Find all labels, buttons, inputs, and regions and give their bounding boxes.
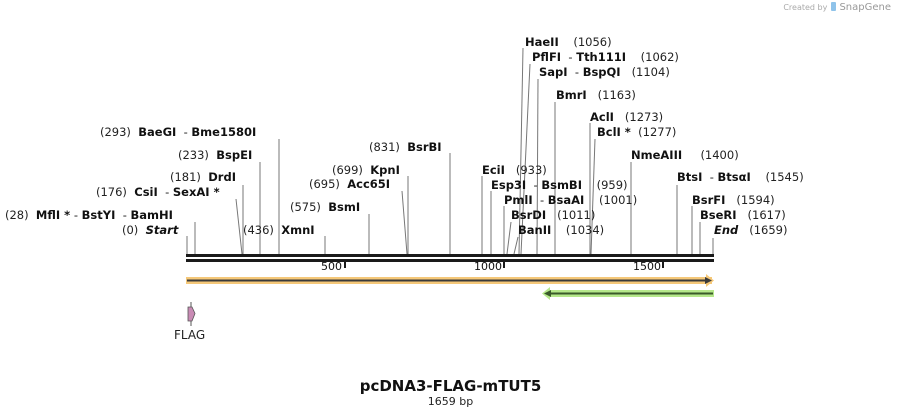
site-label-ecii[interactable]: EciI (933) [482, 163, 547, 177]
backbone-top-strand [186, 254, 714, 257]
orf-forward-arrow [186, 274, 714, 287]
site-label-haeii[interactable]: HaeII (1056) [525, 35, 612, 49]
site-label-btsi[interactable]: BtsI - BtsαI (1545) [677, 170, 804, 184]
map-title: pcDNA3-FLAG-mTUT5 [359, 377, 542, 395]
backbone-bottom-strand [186, 259, 714, 262]
site-label-xmni[interactable]: (436) XmnI [243, 223, 315, 237]
snapgene-credit: Created by SnapGene [783, 2, 891, 13]
orf-reverse-arrow [542, 287, 714, 300]
flag-feature-icon [187, 302, 196, 326]
site-label-start[interactable]: (0) Start [122, 223, 179, 237]
site-label-csii[interactable]: (176) CsiI - SexAI * [96, 185, 220, 199]
tick-label-1000: 1000 [474, 260, 502, 273]
credit-brand: SnapGene [839, 2, 891, 13]
site-label-baegi[interactable]: (293) BaeGI - Bme1580I [100, 125, 257, 139]
tick-label-500: 500 [321, 260, 342, 273]
site-label-bmri[interactable]: BmrI (1163) [556, 88, 636, 102]
ruler-ticks [344, 262, 664, 268]
tick-label-1500: 1500 [633, 260, 661, 273]
snapgene-logo-icon [830, 2, 836, 11]
site-label-acc65i[interactable]: (695) Acc65I [309, 177, 391, 191]
site-label-sapi[interactable]: SapI - BspQI (1104) [539, 65, 670, 79]
site-label-end[interactable]: End (1659) [714, 223, 788, 237]
site-label-pmli[interactable]: PmlI - BsaAI (1001) [504, 193, 638, 207]
site-label-banii[interactable]: BanII (1034) [518, 223, 605, 237]
site-label-esp3i[interactable]: Esp3I - BsmBI (959) [491, 178, 628, 192]
cut-site-lines [186, 47, 714, 255]
site-label-kpni[interactable]: (699) KpnI [332, 163, 400, 177]
site-label-acli[interactable]: AclI (1273) [590, 110, 664, 124]
site-label-bsmi[interactable]: (575) BsmI [290, 200, 361, 214]
site-label-bcli[interactable]: BclI * (1277) [597, 125, 677, 139]
site-label-drdi[interactable]: (181) DrdI [170, 170, 236, 184]
credit-prefix: Created by [783, 3, 828, 12]
site-label-bspei[interactable]: (233) BspEI [178, 148, 253, 162]
map-length: 1659 bp [427, 395, 474, 408]
site-label-bseri[interactable]: BseRI (1617) [700, 208, 786, 222]
feature-label-flag[interactable]: FLAG [174, 328, 206, 342]
site-label-pflfi[interactable]: PflFI - Tth111I (1062) [532, 50, 679, 64]
site-label-mfli[interactable]: (28) MflI * - BstYI - BamHI [5, 208, 173, 222]
site-label-nmeaiii[interactable]: NmeAIII (1400) [631, 148, 739, 162]
site-label-bsrbi[interactable]: (831) BsrBI [369, 140, 442, 154]
site-label-bsrdi[interactable]: BsrDI (1011) [511, 208, 596, 222]
site-label-bsrfi[interactable]: BsrFI (1594) [692, 193, 775, 207]
